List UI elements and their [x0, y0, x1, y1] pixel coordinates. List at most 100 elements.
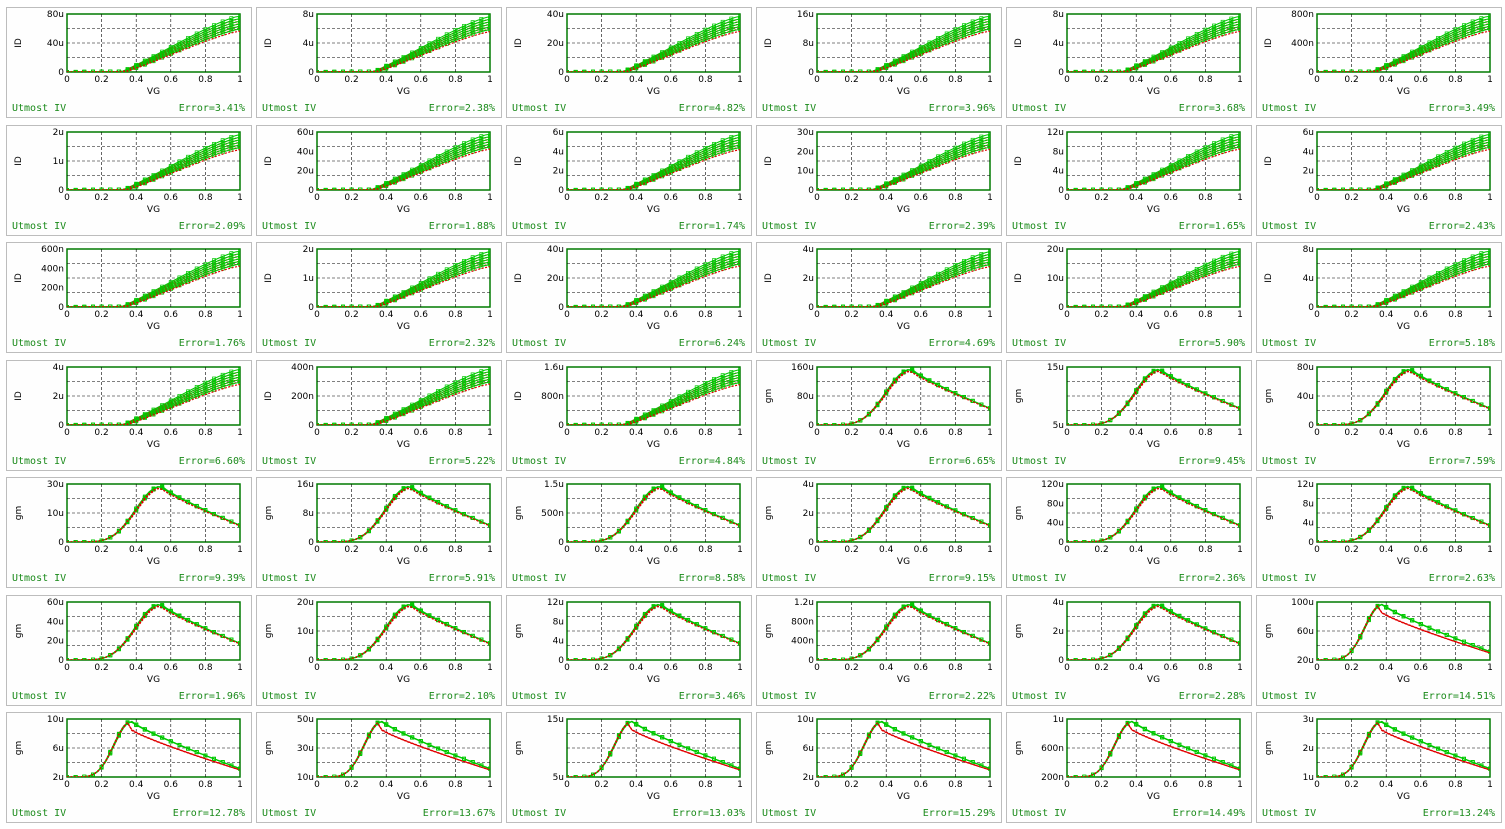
measured-point — [738, 19, 740, 24]
measured-point — [738, 27, 740, 32]
measured-point — [1401, 294, 1406, 299]
measured-point — [1470, 147, 1475, 151]
panel-error-label: Error=2.10% — [428, 690, 495, 702]
panel-error-label: Error=2.36% — [1178, 573, 1245, 584]
series-group — [67, 366, 240, 425]
measured-point — [67, 422, 69, 425]
measured-point — [625, 304, 630, 307]
measured-point — [729, 258, 734, 263]
measured-point — [988, 19, 990, 24]
measured-point — [479, 19, 484, 24]
measured-point — [220, 259, 225, 264]
measured-point — [1229, 254, 1234, 259]
y-tick-label: 20u — [47, 636, 64, 646]
measured-point — [462, 259, 466, 263]
x-tick-label: 0.8 — [698, 193, 713, 203]
measured-point — [1229, 141, 1234, 146]
y-tick-label: 0 — [558, 421, 564, 431]
series-group — [567, 132, 740, 190]
measured-point — [488, 136, 490, 141]
measured-point — [1340, 422, 1345, 425]
measured-point — [979, 252, 984, 256]
panel-error-label: Error=3.68% — [1178, 103, 1245, 114]
measured-point — [892, 298, 897, 303]
y-tick-label: 800n — [1291, 10, 1314, 20]
measured-point — [358, 69, 363, 72]
measured-point — [1470, 137, 1475, 142]
measured-point — [358, 652, 363, 657]
y-tick-label: 2u — [803, 509, 814, 519]
measured-point — [220, 19, 225, 24]
x-axis-label: VG — [1147, 322, 1160, 332]
x-tick-label: 1 — [987, 193, 993, 203]
measured-point — [220, 22, 225, 26]
y-tick-label: 10u — [47, 509, 64, 519]
plot-panel: 0 0.2 0.4 0.6 0.8 1 0 10u 20u 30u VG ID Utmost IV Err… — [756, 124, 1002, 236]
measured-point — [1220, 259, 1225, 264]
x-axis-label: VG — [1147, 205, 1160, 215]
measured-point — [840, 187, 845, 190]
simulated-series — [317, 266, 490, 307]
measured-point — [729, 374, 734, 379]
plot-panel: 0 0.2 0.4 0.6 0.8 1 0 400n 800n 1.2u VG gm Utmost IV… — [756, 594, 1002, 706]
y-tick-label: 16u — [297, 480, 314, 490]
measured-point — [238, 137, 240, 142]
y-tick-label: 10u — [797, 166, 814, 176]
measured-point — [642, 180, 647, 185]
plot-panel: 0 0.2 0.4 0.6 0.8 1 0 2u 4u 6u VG ID Utmost IV Error=… — [506, 124, 752, 236]
measured-point — [817, 305, 819, 307]
panel-error-label: Error=4.69% — [928, 338, 995, 349]
measured-point — [462, 384, 466, 389]
measured-point — [1212, 149, 1216, 154]
panel-error-label: Error=5.91% — [428, 573, 495, 584]
y-axis-label: ID — [764, 273, 774, 283]
measured-point — [220, 264, 225, 269]
x-tick-label: 0.4 — [129, 663, 144, 673]
measured-point — [590, 304, 595, 307]
x-tick-label: 0.4 — [1379, 428, 1394, 438]
measured-point — [738, 137, 740, 142]
y-tick-label: 4u — [553, 636, 564, 646]
plot-panel: 0 0.2 0.4 0.6 0.8 1 5u 15u VG gm Utmost IV Error=9.… — [1006, 359, 1252, 471]
measured-point — [729, 372, 734, 377]
measured-point — [67, 305, 69, 307]
x-axis-label: VG — [647, 87, 660, 97]
measured-point — [1470, 259, 1475, 264]
panel-source-label: Utmost IV — [262, 338, 317, 349]
measured-point — [1479, 16, 1484, 21]
measured-point — [729, 377, 734, 382]
panel-source-label: Utmost IV — [512, 103, 567, 114]
panel-error-label: Error=1.88% — [428, 220, 495, 232]
measured-point — [1470, 22, 1475, 26]
measured-point — [1462, 512, 1466, 517]
y-tick-label: 0 — [1058, 656, 1064, 666]
measured-point — [229, 256, 234, 261]
measured-point — [712, 267, 716, 272]
measured-point — [738, 377, 740, 382]
measured-point — [238, 134, 240, 139]
measured-point — [238, 377, 240, 382]
measured-point — [738, 22, 740, 27]
measured-point — [988, 142, 990, 147]
measured-point — [738, 523, 740, 528]
measured-point — [1340, 304, 1345, 307]
x-tick-label: 0.2 — [344, 428, 358, 438]
measured-point — [212, 32, 216, 37]
measured-point — [1479, 263, 1484, 268]
measured-point — [1220, 137, 1225, 141]
measured-point — [212, 378, 216, 383]
measured-point — [470, 376, 475, 381]
measured-point — [979, 254, 984, 259]
series-group — [67, 132, 240, 190]
measured-point — [1479, 139, 1484, 144]
x-tick-label: 0.2 — [594, 193, 608, 203]
measured-point — [988, 252, 990, 257]
panel-source-label: Utmost IV — [1012, 338, 1067, 349]
measured-point — [488, 262, 490, 267]
y-tick-label: 1u — [303, 274, 314, 284]
plot-panel: 0 0.2 0.4 0.6 0.8 1 0 500n 1.5u VG gm Utmost IV Erro… — [506, 477, 752, 588]
measured-point — [488, 254, 490, 259]
